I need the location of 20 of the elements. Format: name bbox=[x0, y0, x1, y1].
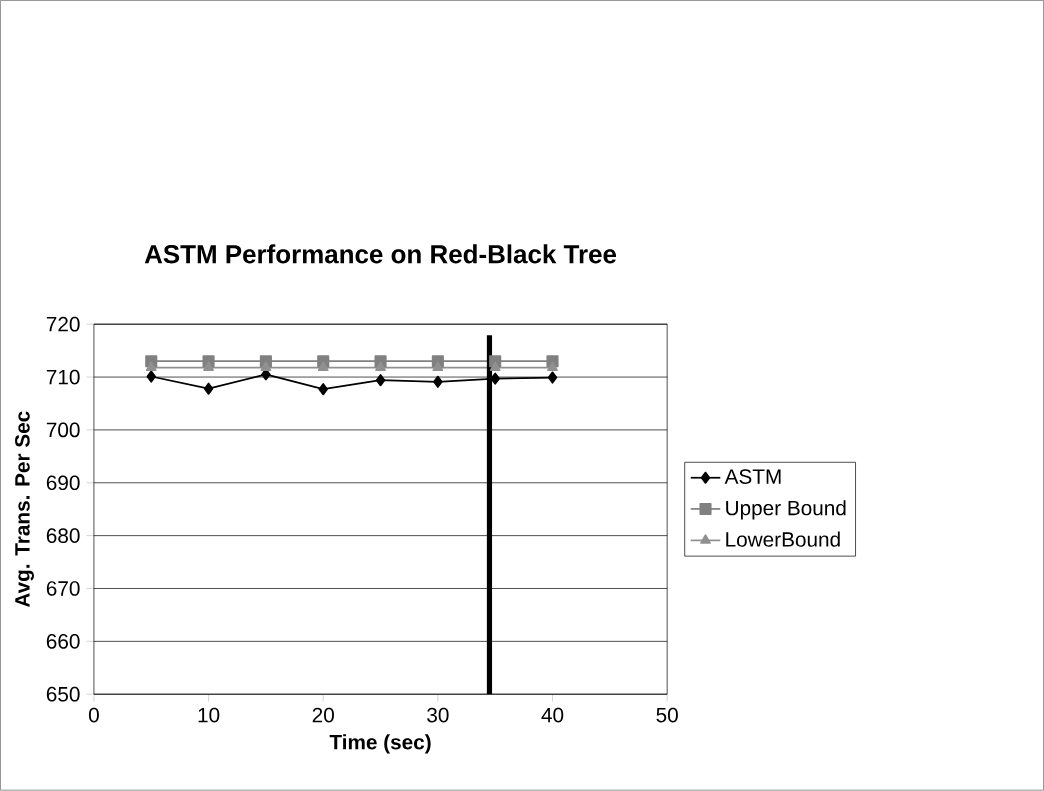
y-tick-label: 670 bbox=[46, 581, 80, 597]
legend-label: ASTM bbox=[724, 469, 781, 485]
y-tick-label: 720 bbox=[46, 317, 80, 332]
x-tick-label: 20 bbox=[312, 707, 334, 723]
x-tick-label: 10 bbox=[198, 707, 220, 723]
chart-title: ASTM Performance on Red-Black Tree bbox=[144, 244, 617, 264]
x-tick-label: 40 bbox=[541, 707, 564, 723]
y-tick-label: 710 bbox=[46, 369, 80, 385]
legend-label: LowerBound bbox=[726, 531, 840, 548]
y-axis-title: Avg. Trans. Per Sec bbox=[15, 411, 34, 608]
x-tick-label: 50 bbox=[656, 707, 678, 723]
x-tick-label: 0 bbox=[88, 707, 99, 723]
y-tick-label: 660 bbox=[46, 634, 80, 649]
y-tick-label: 680 bbox=[46, 528, 80, 544]
y-tick-label: 700 bbox=[46, 422, 80, 438]
y-tick-label: 690 bbox=[46, 475, 80, 491]
x-axis-title: Time (sec) bbox=[329, 734, 431, 754]
x-tick-label: 30 bbox=[427, 707, 449, 723]
y-tick-label: 650 bbox=[46, 687, 80, 702]
legend-label: Upper Bound bbox=[726, 500, 846, 520]
